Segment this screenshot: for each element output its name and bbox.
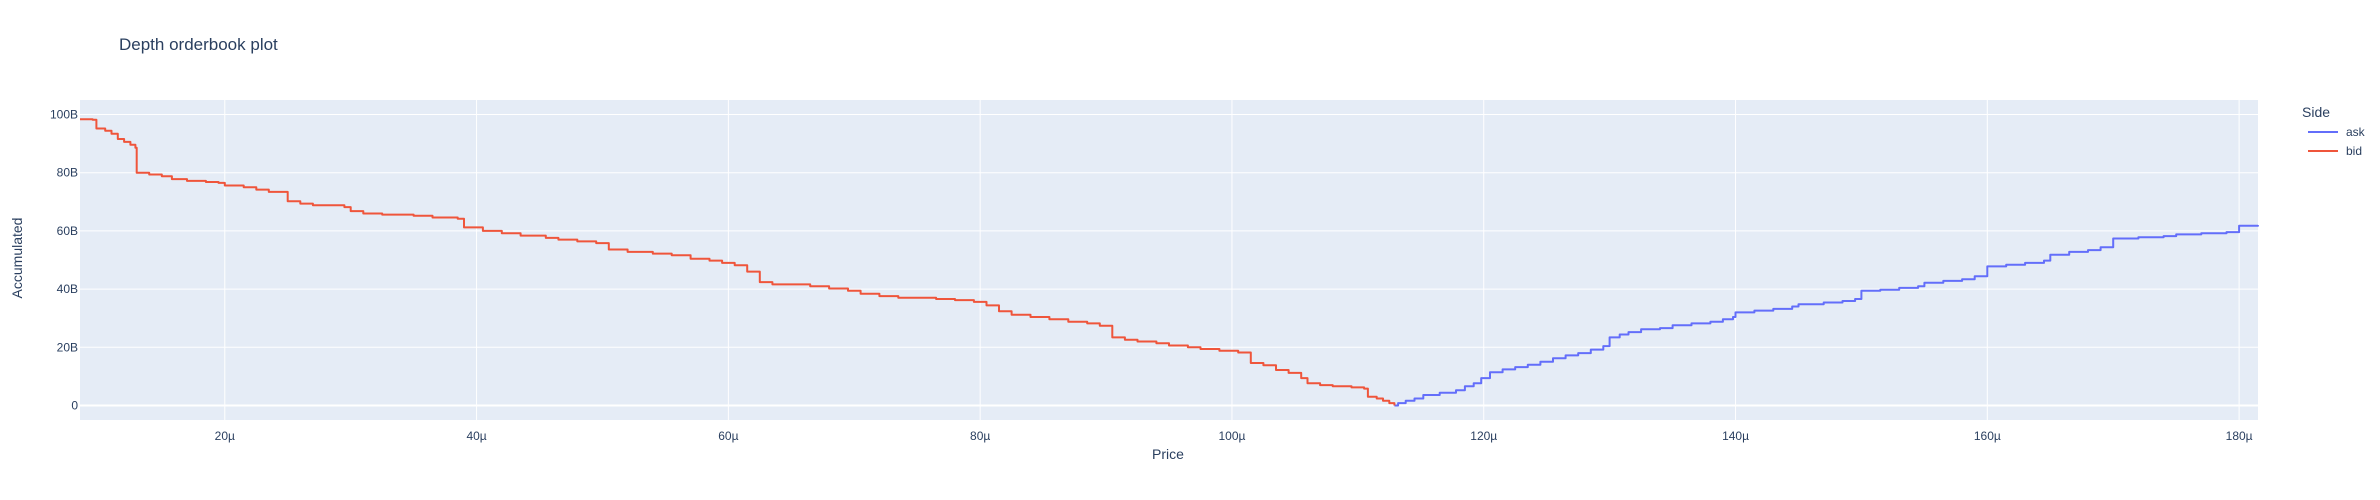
y-tick-label: 20B (57, 340, 78, 354)
plot-area (80, 100, 2258, 420)
legend-label-bid: bid (2346, 144, 2362, 158)
x-tick-label: 40µ (466, 429, 486, 443)
series-layer (80, 118, 2259, 407)
x-tick-label: 160µ (1974, 429, 2001, 443)
legend: Side ask bid (2302, 104, 2366, 158)
y-tick-label: 40B (57, 282, 78, 296)
x-tick-label: 20µ (215, 429, 235, 443)
x-tick-label: 140µ (1722, 429, 1749, 443)
x-tick-label: 180µ (2226, 429, 2253, 443)
legend-item-bid[interactable]: bid (2308, 144, 2362, 158)
y-tick-label: 60B (57, 224, 78, 238)
x-grid-lines (224, 100, 2240, 420)
y-tick-label: 80B (57, 166, 78, 180)
legend-title: Side (2302, 104, 2330, 120)
legend-label-ask: ask (2346, 125, 2366, 139)
x-tick-labels: 20µ 40µ 60µ 80µ 100µ 120µ 140µ 160µ 180µ (215, 429, 2253, 443)
y-tick-labels: 0 20B 40B 60B 80B 100B (50, 108, 78, 413)
legend-item-ask[interactable]: ask (2308, 125, 2366, 139)
series-line-ask[interactable] (1394, 224, 2259, 407)
x-axis-title: Price (1152, 446, 1184, 462)
y-tick-label: 0 (71, 398, 78, 412)
x-tick-label: 120µ (1470, 429, 1497, 443)
x-tick-label: 60µ (718, 429, 738, 443)
x-tick-label: 100µ (1218, 429, 1245, 443)
chart-title: Depth orderbook plot (119, 35, 278, 54)
y-tick-label: 100B (50, 108, 78, 122)
series-line-bid[interactable] (80, 118, 1396, 406)
y-axis-title: Accumulated (9, 218, 25, 299)
x-tick-label: 80µ (970, 429, 990, 443)
